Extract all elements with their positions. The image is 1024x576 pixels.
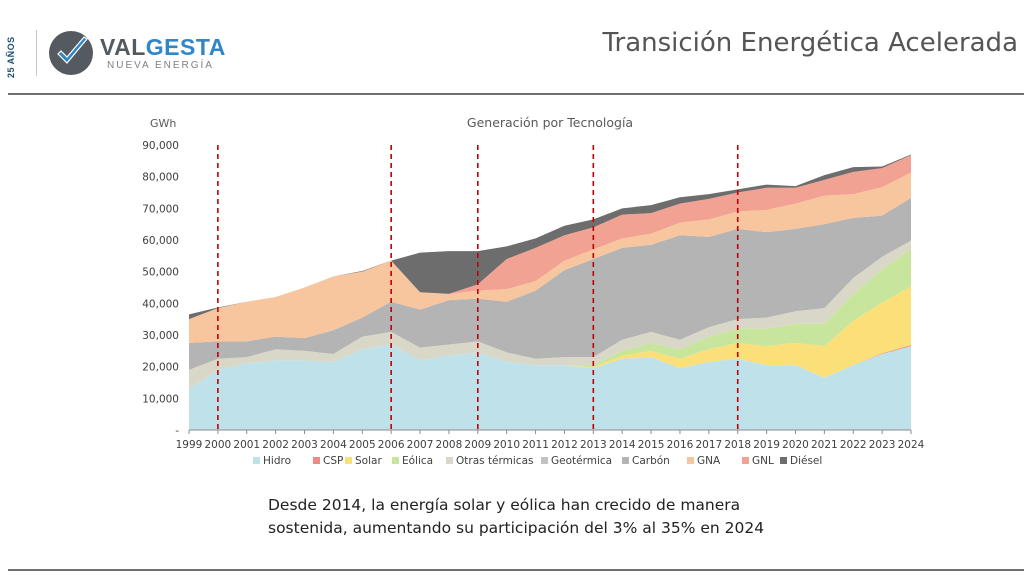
legend-swatch [742, 457, 749, 464]
legend-label: Hidro [263, 455, 291, 467]
area-diesel [189, 154, 911, 320]
x-tick-label: 2011 [522, 439, 549, 451]
x-tick-label: 2024 [898, 439, 925, 451]
logo-divider [36, 30, 37, 76]
header-rule [8, 93, 1024, 95]
y-tick-label: 40,000 [142, 298, 179, 310]
x-tick-label: 2010 [493, 439, 520, 451]
generation-stacked-area-chart: GWh Generación por Tecnología - 10,000 20,00… [142, 115, 924, 467]
legend-item-eolica: Eólica [392, 455, 433, 467]
x-tick-label: 2001 [233, 439, 260, 451]
legend-item-otras-termicas: Otras térmicas [446, 455, 533, 467]
legend-item-gnl: GNL [742, 455, 774, 467]
x-tick-label: 2016 [667, 439, 694, 451]
y-tick-label: 60,000 [142, 235, 179, 247]
anniversary-badge: 25 AÑOS [6, 30, 30, 78]
x-tick-label: 2023 [869, 439, 896, 451]
legend-label: Eólica [402, 455, 433, 467]
chart-title: Generación por Tecnología [467, 115, 633, 130]
x-tick-label: 1999 [176, 439, 203, 451]
x-tick-label: 2008 [436, 439, 463, 451]
legend-swatch [392, 457, 399, 464]
legend-swatch [446, 457, 453, 464]
legend-label: Otras térmicas [456, 455, 533, 467]
x-tick-label: 2007 [407, 439, 434, 451]
y-tick-label: 90,000 [142, 140, 179, 152]
header: 25 AÑOS VALGESTA NUEVA ENERGÍA Transició… [0, 0, 1024, 96]
chart-areas [189, 154, 911, 430]
logo-wordmark-part2: GESTA [145, 34, 226, 60]
legend-item-diesel: Diésel [780, 455, 822, 467]
area-gna [189, 172, 911, 343]
y-tick-label: 80,000 [142, 172, 179, 184]
legend-item-hidro: Hidro [253, 455, 291, 467]
legend-label: CSP [323, 455, 343, 467]
y-tick-label: 10,000 [142, 393, 179, 405]
logo-tagline: NUEVA ENERGÍA [107, 60, 214, 71]
chart-axes: GWh Generación por Tecnología - 10,000 20,00… [142, 115, 924, 451]
valgesta-check-logo-icon [49, 31, 93, 75]
legend-item-solar: Solar [345, 455, 382, 467]
area-carbon [189, 197, 911, 370]
area-hidro [189, 344, 911, 430]
caption-line-2: sostenida, aumentando su participación d… [268, 519, 765, 537]
x-tick-label: 2021 [811, 439, 838, 451]
legend-label: Geotérmica [551, 455, 612, 467]
x-tick-label: 2022 [840, 439, 867, 451]
caption-line-1: Desde 2014, la energía solar y eólica ha… [268, 496, 741, 514]
legend-swatch [313, 457, 320, 464]
x-tick-label: 2002 [262, 439, 289, 451]
x-tick-label: 2000 [205, 439, 232, 451]
legend-swatch [253, 457, 260, 464]
legend-item-gna: GNA [687, 455, 721, 467]
area-gnl [189, 155, 911, 320]
y-tick-label: 20,000 [142, 362, 179, 374]
legend-label: Diésel [790, 455, 822, 467]
y-tick-label: - [175, 425, 179, 437]
x-tick-label: 2014 [609, 439, 636, 451]
legend-swatch [345, 457, 352, 464]
legend-label: GNL [752, 455, 774, 467]
legend-label: Carbón [632, 455, 670, 467]
y-axis-label: GWh [150, 117, 176, 130]
x-tick-label: 2006 [378, 439, 405, 451]
x-tick-label: 2009 [464, 439, 491, 451]
legend-item-csp: CSP [313, 455, 343, 467]
x-tick-label: 2013 [580, 439, 607, 451]
y-tick-label: 70,000 [142, 203, 179, 215]
legend-swatch [622, 457, 629, 464]
x-tick-label: 2020 [782, 439, 809, 451]
x-tick-label: 2017 [695, 439, 722, 451]
page-title: Transición Energética Acelerada [602, 28, 1018, 58]
legend-item-geotermica: Geotérmica [541, 455, 612, 467]
legend-label: Solar [355, 455, 382, 467]
x-tick-label: 2015 [638, 439, 665, 451]
y-tick-label: 30,000 [142, 330, 179, 342]
logo-wordmark-part1: VAL [100, 34, 146, 60]
x-tick-label: 2018 [724, 439, 751, 451]
legend-swatch [687, 457, 694, 464]
legend-swatch [780, 457, 787, 464]
x-tick-label: 2003 [291, 439, 318, 451]
legend-label: GNA [697, 455, 721, 467]
legend-swatch [541, 457, 548, 464]
y-tick-label: 50,000 [142, 267, 179, 279]
footer-rule [8, 569, 1024, 571]
legend-item-carbon: Carbón [622, 455, 670, 467]
caption: Desde 2014, la energía solar y eólica ha… [268, 494, 828, 540]
area-otras-termicas [189, 240, 911, 389]
x-tick-label: 2012 [551, 439, 578, 451]
chart-marker-lines [217, 145, 739, 430]
chart-legend: Hidro CSP Solar Eólica Otras térmicas Geotérm… [253, 455, 822, 467]
x-tick-label: 2004 [320, 439, 347, 451]
x-tick-label: 2005 [349, 439, 376, 451]
x-tick-label: 2019 [753, 439, 780, 451]
logo-wordmark: VALGESTA [100, 34, 226, 61]
anniversary-label: 25 AÑOS [6, 36, 16, 78]
